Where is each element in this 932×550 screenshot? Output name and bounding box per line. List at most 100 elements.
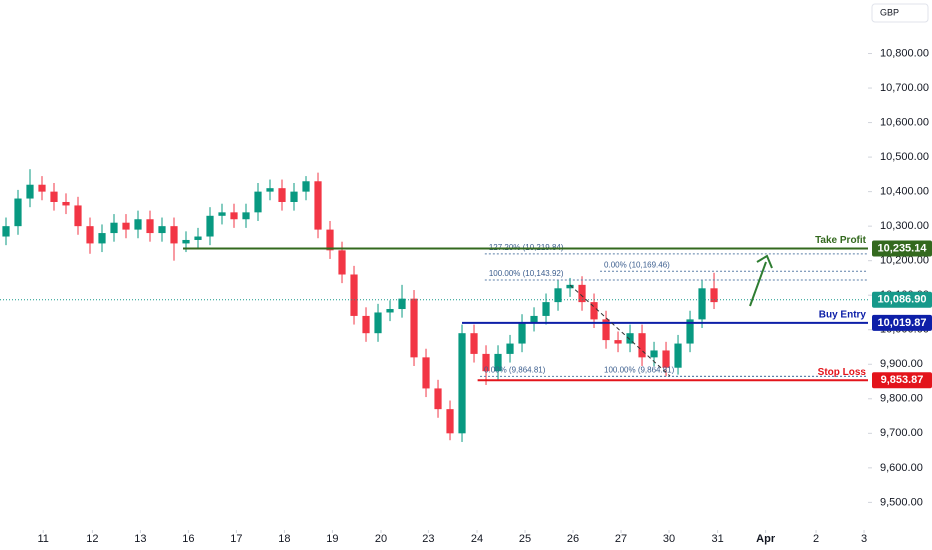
last-price-label: 10,086.90	[878, 294, 927, 306]
x-tick-label: 23	[422, 533, 434, 545]
level-price: 9,853.87	[881, 374, 924, 386]
y-tick-label: 9,900.00	[880, 358, 923, 370]
candle-body	[386, 309, 394, 313]
candle-body	[446, 409, 454, 434]
currency-box[interactable]	[871, 3, 929, 23]
candle-body	[218, 212, 226, 216]
candle-body	[710, 288, 718, 303]
y-tick-label: 9,500.00	[880, 496, 923, 508]
candle-body	[290, 191, 298, 202]
y-tick-label: 10,400.00	[880, 186, 929, 198]
y-tick-label: 10,500.00	[880, 151, 929, 163]
candle-body	[74, 205, 82, 227]
x-tick-label: 31	[712, 533, 724, 545]
candle-body	[206, 215, 214, 237]
x-tick-label: 25	[519, 533, 531, 545]
candle-body	[314, 181, 322, 230]
candle-body	[302, 181, 310, 192]
candle-body	[422, 357, 430, 389]
candle-body	[266, 188, 274, 192]
x-tick-label: 19	[326, 533, 338, 545]
candle-body	[698, 288, 706, 320]
level-name: Take Profit	[815, 235, 867, 246]
candle-body	[566, 284, 574, 289]
candle-body	[614, 340, 622, 344]
arrow-head	[756, 254, 773, 269]
candle-body	[86, 226, 94, 244]
candle-body	[638, 333, 646, 358]
y-tick-label: 10,600.00	[880, 116, 929, 128]
candle-body	[674, 343, 682, 368]
candle-body	[542, 302, 550, 316]
candle-body	[518, 322, 526, 344]
level-price: 10,235.14	[878, 242, 928, 254]
candle-body	[14, 198, 22, 227]
candle-body	[362, 315, 370, 334]
candle-body	[50, 191, 58, 202]
x-tick-label: Apr	[756, 533, 776, 545]
y-tick-label: 9,600.00	[880, 462, 923, 474]
y-tick-label: 10,700.00	[880, 82, 929, 94]
candle-body	[110, 222, 118, 234]
fib-trend-line	[569, 284, 671, 377]
x-tick-label: 27	[615, 533, 627, 545]
x-tick-label: 18	[278, 533, 290, 545]
candle-body	[650, 350, 658, 358]
y-tick-label: 10,800.00	[880, 47, 929, 59]
y-tick-label: 9,800.00	[880, 393, 923, 405]
x-tick-label: 24	[471, 533, 483, 545]
level-name: Buy Entry	[819, 310, 867, 321]
y-tick-label: 10,300.00	[880, 220, 929, 232]
fib-label: 100.00% (9,864.81)	[604, 366, 675, 375]
x-tick-label: 13	[134, 533, 146, 545]
plot: 9,500.00 9,600.00 9,700.00 9,800.00 9,900.00…	[0, 47, 932, 545]
x-tick-label: 11	[37, 533, 48, 545]
candle-body	[146, 219, 154, 234]
currency: GBP	[880, 7, 899, 17]
candle-body	[134, 219, 142, 230]
candle-body	[398, 298, 406, 310]
candle-body	[554, 288, 562, 303]
candle-body	[182, 239, 190, 244]
x-tick-label: 2	[813, 533, 819, 545]
candle-body	[434, 388, 442, 410]
y-tick-label: 9,700.00	[880, 427, 923, 439]
candle-body	[578, 284, 586, 303]
candle-body	[482, 353, 490, 372]
fib-label: 127.20% (10,219.84)	[489, 243, 564, 252]
x-tick-label: 3	[861, 533, 867, 545]
candle-body	[338, 250, 346, 275]
x-tick-label: 26	[567, 533, 579, 545]
candle-body	[230, 212, 238, 220]
candle-body	[38, 184, 46, 192]
x-tick-label: 20	[375, 533, 387, 545]
level-tag	[872, 240, 932, 257]
candle-body	[62, 201, 70, 206]
candle-body	[350, 274, 358, 316]
x-tick-label: 12	[86, 533, 98, 545]
last-price-tag	[872, 291, 932, 308]
level-tag	[872, 372, 932, 389]
candle-body	[686, 319, 694, 344]
x-tick-label: 30	[663, 533, 675, 545]
level-name: Stop Loss	[818, 367, 867, 378]
arrow	[749, 261, 767, 307]
fib-label: 0.00% (10,169.46)	[604, 260, 670, 269]
x-tick-label: 17	[230, 533, 242, 545]
y-tick-label: 10,200.00	[880, 255, 929, 267]
candle-body	[602, 319, 610, 341]
level-tag	[872, 314, 932, 331]
candle-body	[194, 236, 202, 240]
candle-body	[26, 184, 34, 199]
candle-body	[98, 233, 106, 244]
candle-body	[662, 350, 670, 368]
candle-body	[530, 315, 538, 323]
candle-body	[506, 343, 514, 354]
level-price: 10,019.87	[878, 317, 927, 329]
candle-body	[410, 298, 418, 358]
candle-body	[2, 226, 10, 237]
fib-label: 0.00% (9,864.81)	[484, 366, 546, 375]
candle-body	[242, 212, 250, 220]
